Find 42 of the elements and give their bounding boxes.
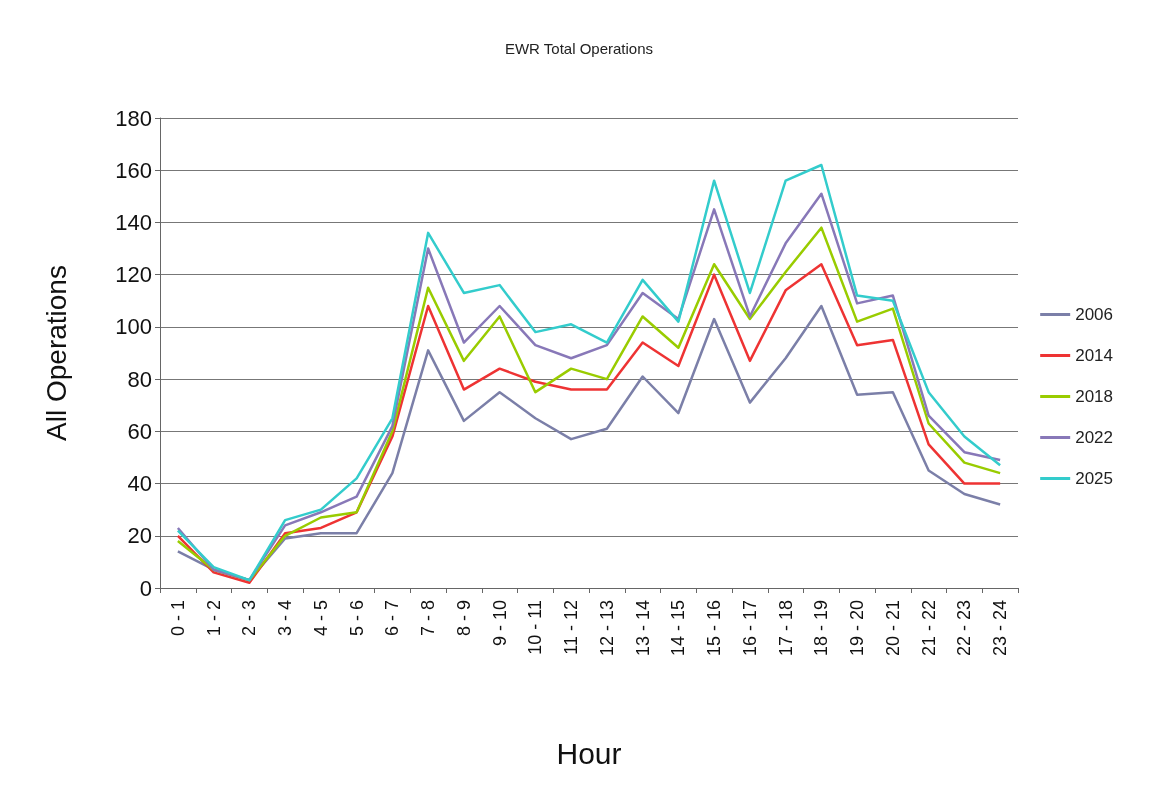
x-tick-label: 3 - 4 [275,600,296,637]
x-tick-label: 6 - 7 [382,600,403,637]
x-tick-label: 19 - 20 [847,600,868,657]
x-tick-label: 13 - 14 [632,600,653,657]
y-tick-label: 180 [115,105,152,131]
x-tick-label: 14 - 15 [668,600,689,657]
y-tick-label: 100 [115,314,152,340]
x-tick-label: 16 - 17 [739,600,760,657]
y-tick-label: 160 [115,157,152,183]
legend-label: 2018 [1075,387,1114,406]
x-tick-label: 7 - 8 [418,600,439,637]
x-tick-label: 0 - 1 [167,600,188,637]
x-tick-label: 5 - 6 [346,600,367,637]
x-tick-label: 9 - 10 [489,600,510,647]
y-axis-title: All Operations [40,265,72,441]
x-tick-label: 15 - 16 [704,600,725,657]
y-tick-label: 20 [127,523,152,549]
x-tick-label: 20 - 21 [882,600,903,657]
chart-title: EWR Total Operations [504,40,654,57]
y-tick-label: 80 [127,366,152,392]
legend-label: 2006 [1075,305,1114,324]
x-tick-label: 18 - 19 [811,600,832,657]
y-tick-label: 40 [127,471,152,497]
x-tick-label: 11 - 12 [561,600,582,655]
x-axis-title: Hour [556,736,622,770]
x-tick-label: 1 - 2 [203,600,224,637]
x-tick-label: 2 - 3 [239,600,260,637]
legend-label: 2025 [1075,469,1114,488]
y-tick-label: 0 [139,575,152,601]
y-tick-label: 60 [127,418,152,444]
y-tick-label: 140 [115,209,152,235]
x-tick-label: 10 - 11 [525,600,546,655]
y-tick-label: 120 [115,262,152,288]
legend-label: 2022 [1075,428,1114,447]
x-tick-label: 8 - 9 [453,600,474,637]
x-tick-label: 12 - 13 [596,600,617,657]
x-tick-label: 22 - 23 [954,600,975,657]
x-tick-label: 17 - 18 [775,600,796,657]
legend-label: 2014 [1075,346,1114,365]
x-tick-label: 21 - 22 [918,600,939,657]
x-tick-label: 4 - 5 [310,600,331,637]
x-tick-label: 23 - 24 [990,600,1011,657]
